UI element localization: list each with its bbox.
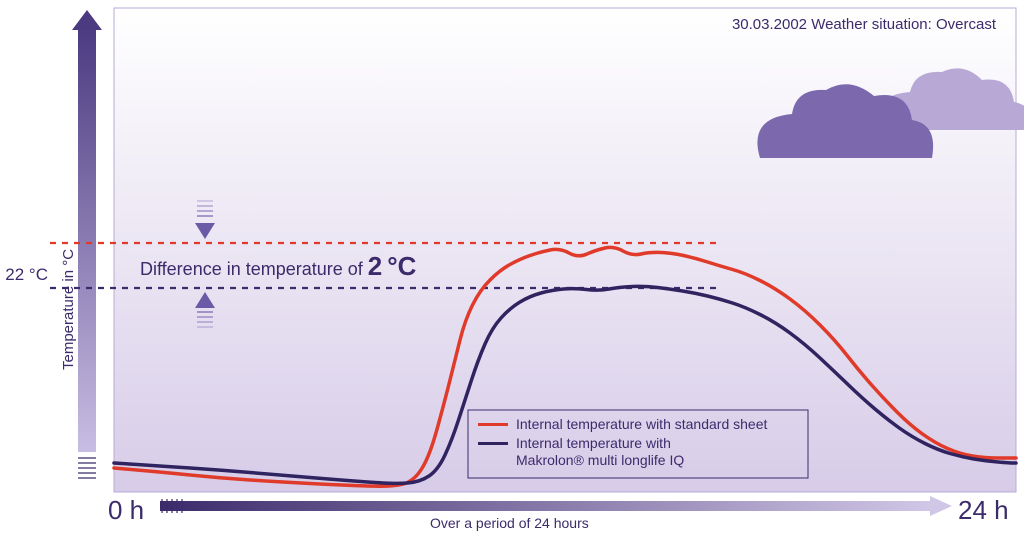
legend: Internal temperature with standard sheet… (478, 416, 798, 470)
annotation-prefix: Difference in temperature of (140, 259, 368, 279)
x-axis-caption: Over a period of 24 hours (430, 515, 589, 531)
difference-annotation: Difference in temperature of 2 °C (140, 251, 416, 282)
annotation-delta-unit: °C (387, 251, 416, 281)
x-axis-start-label: 0 h (108, 495, 144, 526)
legend-swatch-makrolon (478, 442, 508, 445)
temperature-comparison-chart: 30.03.2002 Weather situation: Overcast T… (0, 0, 1024, 559)
legend-swatch-standard (478, 423, 508, 426)
y-axis-label: Temperature in °C (60, 249, 77, 370)
legend-label-standard: Internal temperature with standard sheet (516, 416, 767, 433)
y-tick-22c: 22 °C (0, 265, 48, 285)
legend-item-makrolon: Internal temperature with Makrolon® mult… (478, 435, 798, 469)
annotation-delta-value: 2 (368, 251, 382, 281)
legend-item-standard: Internal temperature with standard sheet (478, 416, 798, 433)
x-axis-end-label: 24 h (958, 495, 1009, 526)
header-note: 30.03.2002 Weather situation: Overcast (732, 16, 996, 33)
legend-label-makrolon: Internal temperature with Makrolon® mult… (516, 435, 684, 469)
